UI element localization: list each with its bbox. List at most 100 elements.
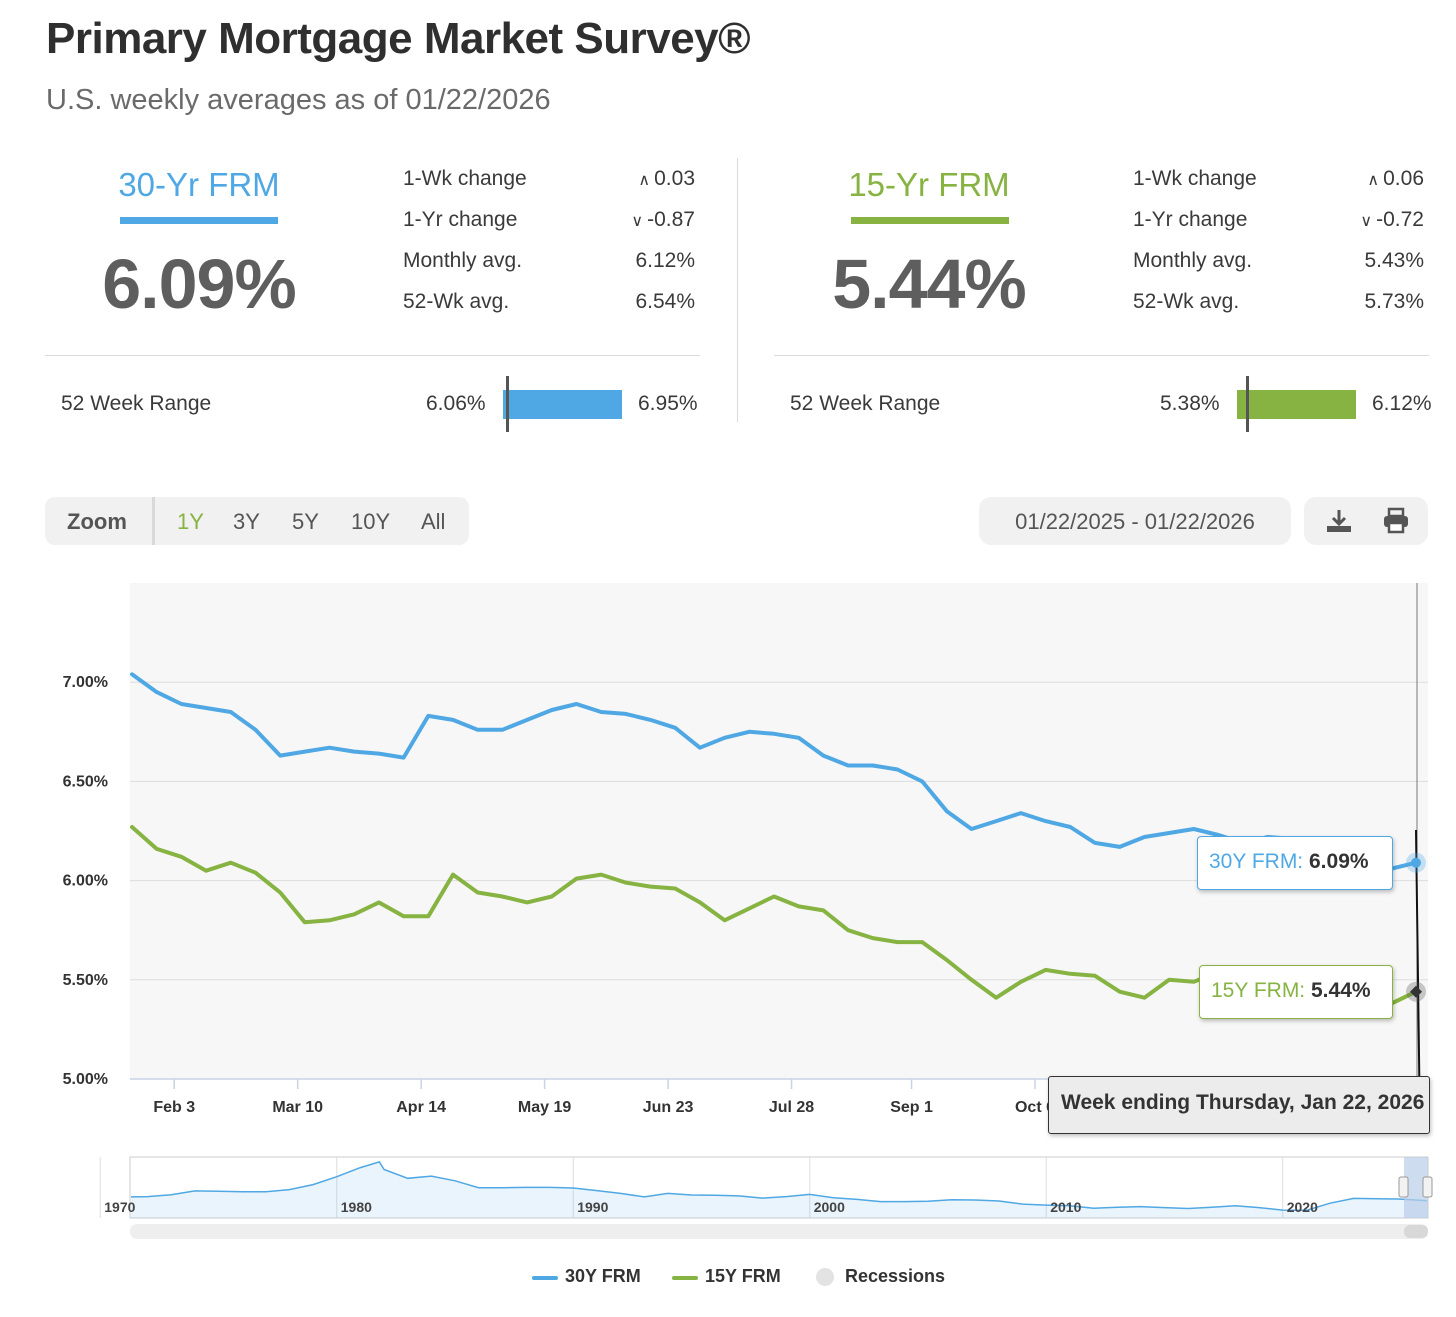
hover-markers bbox=[1406, 852, 1426, 1002]
stat-label-monthly-15y: Monthly avg. bbox=[1133, 249, 1253, 272]
y-axis-labels: 5.00% 5.50% 6.00% 6.50% 7.00% bbox=[63, 674, 108, 1088]
download-icon[interactable] bbox=[1324, 507, 1354, 535]
chevron-up-icon: ∧ bbox=[638, 172, 651, 189]
divider bbox=[45, 355, 700, 356]
y-tick-label: 6.50% bbox=[63, 773, 108, 790]
stat-value-1yr-30y: ∨ -0.87 bbox=[631, 208, 695, 231]
stat-value-monthly-15y: 5.43% bbox=[1364, 249, 1424, 272]
stat-label-52wk-30y: 52-Wk avg. bbox=[403, 290, 510, 313]
range-bar-15y bbox=[1237, 390, 1356, 419]
legend-item-30y[interactable]: 30Y FRM bbox=[565, 1266, 641, 1286]
rate-underline-30y bbox=[120, 217, 278, 224]
stat-value-1wk-30y: ∧ 0.03 bbox=[638, 167, 695, 190]
navigator-series bbox=[130, 1161, 1428, 1218]
series-30y-line bbox=[130, 672, 1418, 871]
stat-label-52wk-15y: 52-Wk avg. bbox=[1133, 290, 1240, 313]
range-low-15y: 5.38% bbox=[1160, 392, 1220, 415]
x-tick-label: Apr 14 bbox=[396, 1099, 446, 1116]
x-tick-label: Jun 23 bbox=[643, 1099, 694, 1116]
hover-point-30y bbox=[1411, 857, 1421, 868]
range-current-marker-30y bbox=[506, 376, 510, 432]
stat-label-1wk-15y: 1-Wk change bbox=[1133, 167, 1257, 190]
print-icon[interactable] bbox=[1381, 507, 1411, 535]
x-tick-label: May 19 bbox=[518, 1099, 571, 1116]
x-tick-label: Mar 10 bbox=[272, 1099, 323, 1116]
navigator-scrollbar-thumb[interactable] bbox=[1404, 1225, 1428, 1238]
navigator-handle-right[interactable] bbox=[1422, 1176, 1433, 1198]
page-title: Primary Mortgage Market Survey® bbox=[46, 14, 751, 63]
range-high-30y: 6.95% bbox=[638, 392, 698, 415]
tooltip-15y-value: 5.44% bbox=[1311, 979, 1371, 1002]
stat-label-1yr-15y: 1-Yr change bbox=[1133, 208, 1248, 231]
tooltip-30y-label: 30Y FRM: bbox=[1209, 850, 1304, 873]
x-tick-label: Jul 28 bbox=[769, 1099, 814, 1116]
chevron-up-icon: ∧ bbox=[1367, 172, 1380, 189]
zoom-5y-button[interactable]: 5Y bbox=[292, 509, 319, 534]
legend-15y-swatch bbox=[672, 1276, 698, 1280]
zoom-separator bbox=[152, 497, 155, 545]
navigator-line bbox=[130, 1161, 1428, 1212]
stat-value-52wk-30y: 6.54% bbox=[635, 290, 695, 313]
stat-value-monthly-30y: 6.12% bbox=[635, 249, 695, 272]
legend-30y-swatch bbox=[532, 1276, 558, 1280]
zoom-all-button[interactable]: All bbox=[421, 509, 446, 534]
zoom-toolbar bbox=[45, 497, 469, 545]
panel-divider bbox=[737, 158, 738, 422]
x-tick-label: Feb 3 bbox=[153, 1099, 195, 1116]
rate-underline-15y bbox=[851, 217, 1009, 224]
stat-value-1yr-15y: ∨ -0.72 bbox=[1360, 208, 1424, 231]
chevron-down-icon: ∨ bbox=[1360, 213, 1373, 230]
navigator[interactable]: 1970 1980 1990 2000 2010 2020 bbox=[0, 1150, 1456, 1245]
tooltip-30y: 30Y FRM: 6.09% bbox=[1197, 836, 1393, 890]
navigator-year-labels: 1970 1980 1990 2000 2010 2020 bbox=[104, 1199, 1318, 1215]
zoom-3y-button[interactable]: 3Y bbox=[233, 509, 260, 534]
zoom-10y-button[interactable]: 10Y bbox=[351, 509, 391, 534]
range-low-30y: 6.06% bbox=[426, 392, 486, 415]
x-tick-label: Sep 1 bbox=[890, 1099, 933, 1116]
tooltip-15y-label: 15Y FRM: bbox=[1211, 979, 1306, 1002]
navigator-year-label: 1990 bbox=[577, 1199, 608, 1215]
range-high-15y: 6.12% bbox=[1372, 392, 1432, 415]
y-tick-label: 5.00% bbox=[63, 1071, 108, 1088]
range-current-marker-15y bbox=[1245, 376, 1249, 432]
page-subtitle: U.S. weekly averages as of 01/22/2026 bbox=[46, 84, 551, 116]
legend-item-15y[interactable]: 15Y FRM bbox=[705, 1266, 781, 1286]
rate-value-30y: 6.09% bbox=[102, 245, 296, 323]
navigator-year-label: 1980 bbox=[341, 1199, 372, 1215]
y-tick-label: 5.50% bbox=[63, 972, 108, 989]
navigator-year-label: 1970 bbox=[104, 1199, 135, 1215]
y-tick-label: 6.00% bbox=[63, 873, 108, 890]
navigator-year-label: 2000 bbox=[814, 1199, 845, 1215]
chevron-down-icon: ∨ bbox=[631, 213, 644, 230]
y-tick-label: 7.00% bbox=[63, 674, 108, 691]
rate-name-15y: 15-Yr FRM bbox=[848, 166, 1010, 203]
navigator-year-label: 2020 bbox=[1287, 1199, 1318, 1215]
navigator-grid bbox=[99, 1157, 1284, 1218]
date-range-text: 01/22/2025 - 01/22/2026 bbox=[1015, 509, 1255, 534]
range-bar-30y bbox=[503, 390, 622, 419]
zoom-1y-button[interactable]: 1Y bbox=[177, 509, 204, 534]
tooltip-30y-value: 6.09% bbox=[1309, 850, 1369, 873]
tooltip-15y: 15Y FRM: 5.44% bbox=[1199, 965, 1393, 1019]
stat-label-1wk-30y: 1-Wk change bbox=[403, 167, 527, 190]
navigator-handle-left[interactable] bbox=[1398, 1176, 1409, 1198]
hover-point-15y bbox=[1410, 985, 1422, 998]
navigator-area bbox=[131, 1161, 1427, 1218]
stat-label-1yr-30y: 1-Yr change bbox=[403, 208, 518, 231]
legend-item-recessions[interactable]: Recessions bbox=[845, 1266, 946, 1286]
tooltip-date-text: Week ending Thursday, Jan 22, 2026 bbox=[1061, 1091, 1425, 1114]
stat-value-52wk-15y: 5.73% bbox=[1364, 290, 1424, 313]
stat-value-1wk-15y: ∧ 0.06 bbox=[1367, 167, 1424, 190]
tooltip-date: Week ending Thursday, Jan 22, 2026 bbox=[1048, 1076, 1430, 1134]
divider bbox=[774, 355, 1429, 356]
range-label-30y: 52 Week Range bbox=[61, 392, 212, 415]
rate-name-30y: 30-Yr FRM bbox=[118, 166, 280, 203]
stat-label-monthly-30y: Monthly avg. bbox=[403, 249, 523, 272]
date-range-input[interactable] bbox=[979, 497, 1291, 545]
x-tick-label: Oct 6 bbox=[1015, 1099, 1055, 1116]
range-label-15y: 52 Week Range bbox=[790, 392, 941, 415]
rate-value-15y: 5.44% bbox=[832, 245, 1026, 323]
legend-recessions-swatch bbox=[816, 1268, 834, 1286]
zoom-label: Zoom bbox=[67, 509, 127, 534]
navigator-scrollbar[interactable] bbox=[130, 1224, 1428, 1239]
